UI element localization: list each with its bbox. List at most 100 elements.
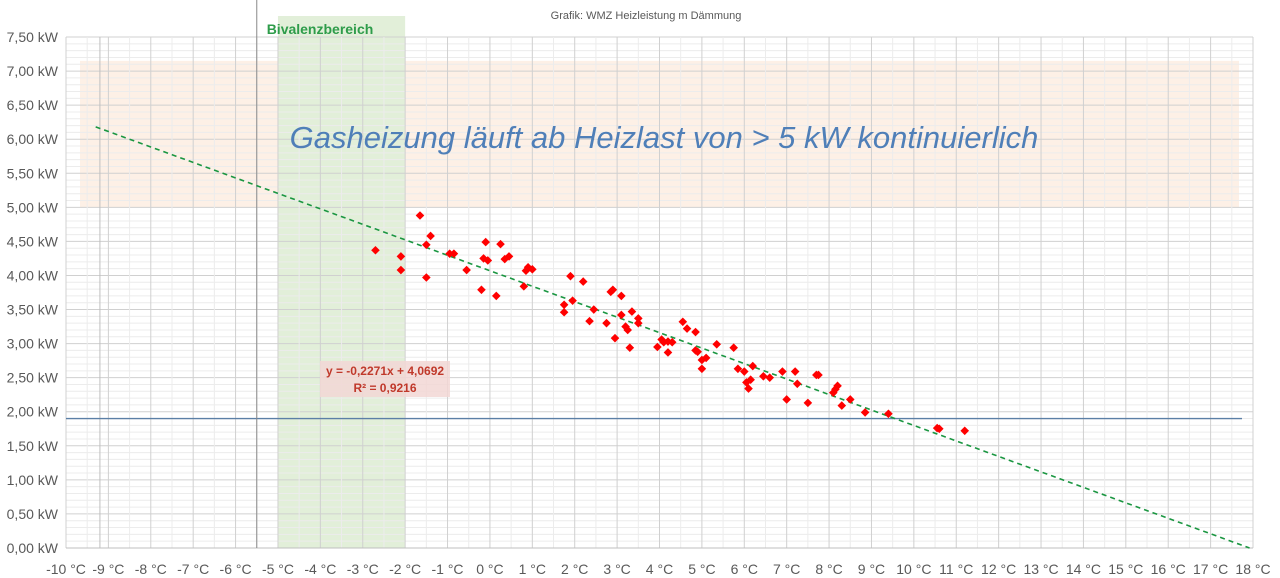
data-point <box>803 398 813 408</box>
data-point <box>477 285 486 295</box>
x-tick-label: 5 °C <box>688 561 715 577</box>
data-point <box>814 370 823 380</box>
data-point <box>483 256 493 265</box>
data-point <box>778 367 787 376</box>
x-tick-label: -2 °C <box>389 561 421 577</box>
chart-title: Grafik: WMZ Heizleistung m Dämmung <box>551 10 742 22</box>
data-point <box>623 325 633 335</box>
data-point <box>833 381 842 391</box>
data-point <box>682 324 692 333</box>
data-point <box>960 426 970 436</box>
data-point <box>746 375 755 385</box>
x-tick-label: 11 °C <box>939 561 973 577</box>
data-point <box>559 307 569 317</box>
data-point <box>765 373 775 382</box>
data-point <box>729 343 738 352</box>
gas-heating-annotation: Gasheizung läuft ab Heizlast von > 5 kW … <box>290 120 1039 155</box>
x-tick-label: 10 °C <box>896 561 931 577</box>
data-point <box>663 348 673 357</box>
y-tick-label: 1,50 kW <box>7 438 59 454</box>
data-point <box>528 265 537 274</box>
y-tick-label: 6,50 kW <box>7 97 59 113</box>
data-point <box>422 240 431 250</box>
trendline <box>95 126 1250 549</box>
reference-lines <box>66 0 1242 548</box>
x-tick-label: 13 °C <box>1023 561 1058 577</box>
trendline-group <box>95 126 1250 549</box>
data-point <box>371 245 380 255</box>
data-point <box>691 327 700 337</box>
x-tick-label: 0 °C <box>476 561 503 577</box>
data-point <box>519 282 529 291</box>
x-tick-label: 3 °C <box>603 561 630 577</box>
data-point <box>585 316 594 326</box>
trendline-equation: y = -0,2271x + 4,0692 <box>326 364 444 378</box>
x-tick-label: -9 °C <box>92 561 124 577</box>
y-tick-label: 0,00 kW <box>7 540 59 556</box>
y-tick-label: 7,50 kW <box>7 29 59 45</box>
x-tick-label: 2 °C <box>561 561 588 577</box>
data-point <box>657 335 666 344</box>
data-point <box>625 343 635 352</box>
x-tick-label: -8 °C <box>135 561 167 577</box>
x-tick-label: 18 °C <box>1235 561 1270 577</box>
data-point <box>667 337 677 347</box>
data-point <box>396 252 406 261</box>
data-point <box>566 271 575 281</box>
data-point <box>559 300 569 310</box>
data-point <box>782 395 791 404</box>
data-point <box>496 239 505 249</box>
y-tick-label: 4,00 kW <box>7 267 59 283</box>
data-point <box>422 273 431 282</box>
data-point <box>617 291 626 301</box>
data-point <box>790 367 800 376</box>
y-tick-label: 5,00 kW <box>7 199 59 215</box>
x-tick-label: 4 °C <box>646 561 673 577</box>
data-point <box>426 231 435 241</box>
data-point <box>568 296 577 305</box>
x-tick-label: 12 °C <box>981 561 1016 577</box>
data-point <box>744 384 753 393</box>
data-point <box>602 318 611 328</box>
data-point <box>627 307 637 316</box>
data-point <box>634 314 643 323</box>
data-point <box>479 254 488 263</box>
x-tick-label: 1 °C <box>519 561 546 577</box>
bivalence-label: Bivalenzbereich <box>267 21 374 37</box>
data-point <box>610 333 620 343</box>
data-point <box>504 252 514 261</box>
data-point <box>396 265 406 275</box>
data-point <box>589 305 599 314</box>
data-point <box>792 379 802 389</box>
data-point <box>608 285 618 295</box>
trendline-r2: R² = 0,9216 <box>353 381 416 395</box>
data-point <box>491 291 501 301</box>
x-tick-label: -5 °C <box>262 561 294 577</box>
x-tick-label: -1 °C <box>432 561 464 577</box>
data-point <box>415 211 425 220</box>
data-point <box>759 372 768 381</box>
y-tick-label: 2,50 kW <box>7 370 59 386</box>
data-point <box>523 262 533 272</box>
data-point <box>697 364 707 374</box>
gridlines <box>65 36 1254 549</box>
x-axis-ticks: -10 °C -9 °C -8 °C -7 °C -6 °C -5 °C -4 °C -3 °… <box>46 561 1271 577</box>
y-tick-label: 4,50 kW <box>7 233 59 249</box>
data-point <box>693 347 702 357</box>
y-tick-label: 3,50 kW <box>7 302 59 318</box>
x-tick-label: 15 °C <box>1108 561 1143 577</box>
data-point <box>739 367 749 376</box>
trendline-equation-box: y = -0,2271x + 4,0692 R² = 0,9216 <box>320 361 450 397</box>
data-point <box>481 237 490 247</box>
x-tick-label: 7 °C <box>773 561 800 577</box>
y-tick-label: 7,00 kW <box>7 63 59 79</box>
data-points <box>371 211 970 436</box>
y-tick-label: 2,00 kW <box>7 404 59 420</box>
data-point <box>884 409 893 419</box>
data-point <box>837 401 847 410</box>
x-tick-label: -4 °C <box>304 561 336 577</box>
data-point <box>462 265 471 275</box>
data-point <box>712 339 722 349</box>
y-tick-label: 0,50 kW <box>7 506 59 522</box>
